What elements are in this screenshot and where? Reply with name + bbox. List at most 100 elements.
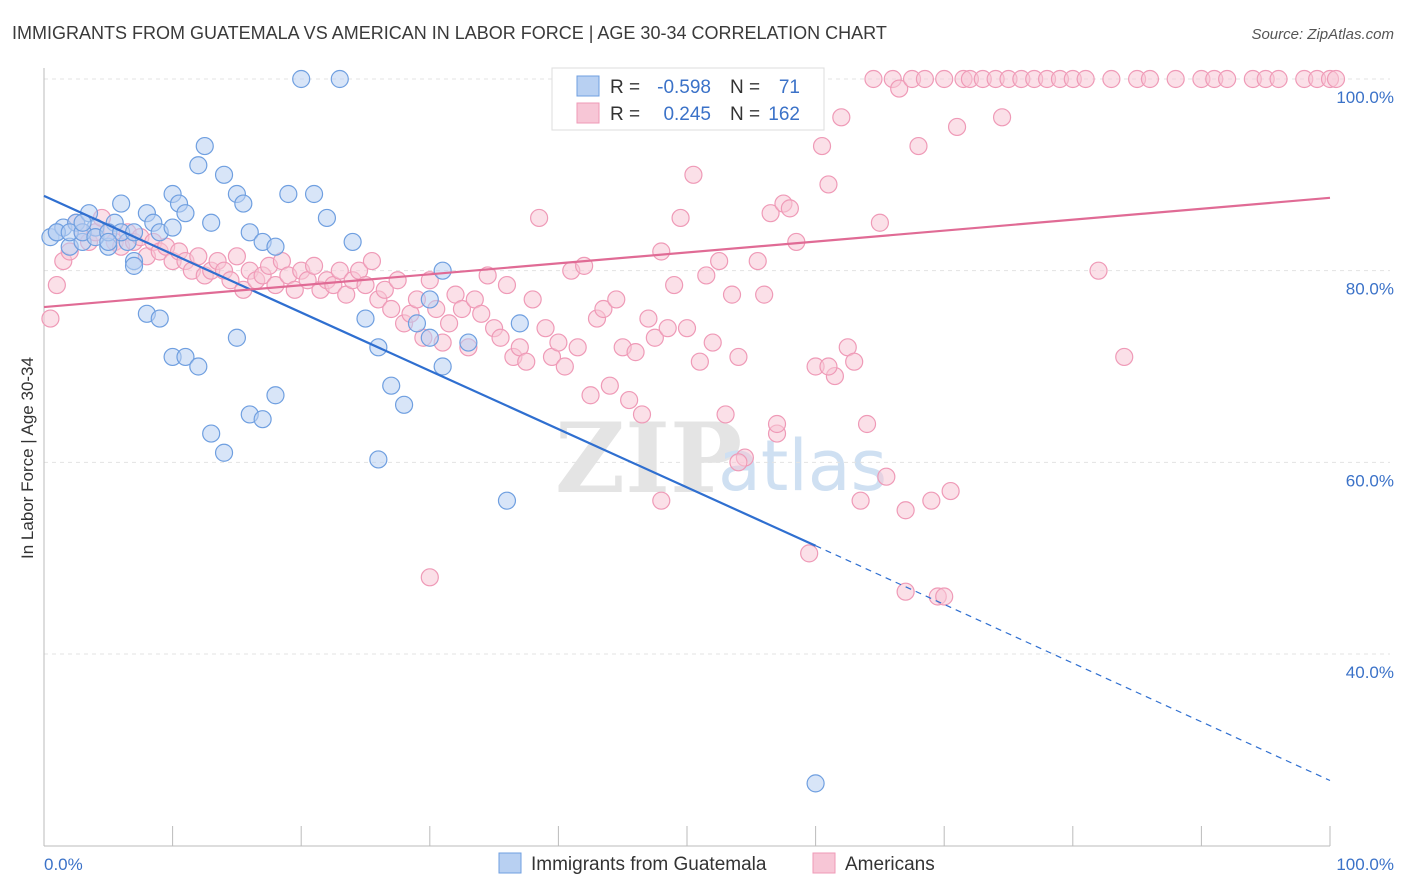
americans-trend-line bbox=[43, 196, 1331, 309]
americans-point bbox=[1218, 69, 1237, 89]
americans-point bbox=[671, 208, 690, 228]
americans-point bbox=[870, 213, 890, 232]
americans-point bbox=[594, 299, 613, 319]
americans-point bbox=[375, 280, 394, 299]
americans-point bbox=[800, 544, 819, 563]
americans-point bbox=[729, 347, 748, 367]
legend-r-value-americans: 0.245 bbox=[663, 104, 711, 125]
guatemala-point bbox=[195, 136, 214, 156]
americans-point bbox=[388, 271, 407, 290]
americans-point bbox=[896, 582, 915, 601]
americans-point bbox=[755, 285, 774, 304]
americans-point bbox=[555, 357, 574, 376]
americans-point bbox=[896, 501, 915, 520]
guatemala-point bbox=[343, 232, 362, 252]
americans-point bbox=[517, 352, 536, 371]
americans-point bbox=[652, 491, 671, 510]
americans-point bbox=[420, 271, 439, 290]
guatemala-point bbox=[202, 424, 221, 443]
americans-point bbox=[47, 275, 66, 295]
americans-point bbox=[626, 343, 645, 362]
guatemala-point bbox=[433, 357, 452, 376]
guatemala-point bbox=[234, 194, 253, 213]
guatemala-point bbox=[124, 256, 144, 275]
americans-point bbox=[832, 108, 851, 127]
series-legend-swatch-guatemala bbox=[498, 852, 522, 874]
guatemala-point bbox=[510, 314, 529, 333]
guatemala-point bbox=[279, 184, 298, 204]
americans-point bbox=[703, 333, 722, 352]
guatemala-point bbox=[240, 223, 259, 242]
americans-point bbox=[1102, 69, 1121, 89]
americans-point bbox=[697, 266, 716, 285]
americans-point bbox=[761, 204, 780, 223]
americans-point bbox=[890, 79, 909, 98]
americans-point bbox=[677, 319, 697, 338]
americans-point bbox=[382, 299, 401, 319]
legend-n-label-guatemala: N = bbox=[730, 77, 760, 98]
guatemala-point bbox=[214, 443, 234, 462]
legend-r-label-guatemala: R = bbox=[610, 77, 640, 98]
americans-point bbox=[41, 309, 60, 328]
y-tick-label: 80.0% bbox=[1346, 280, 1394, 299]
guatemala-point bbox=[266, 386, 285, 405]
americans-point bbox=[922, 491, 941, 510]
americans-point bbox=[266, 275, 285, 295]
legend-r-value-guatemala: -0.598 bbox=[657, 77, 711, 98]
americans-point bbox=[549, 333, 568, 352]
x-tick-label-max: 100.0% bbox=[1336, 855, 1394, 874]
americans-point bbox=[1076, 69, 1095, 89]
guatemala-point bbox=[202, 213, 221, 232]
guatemala-point bbox=[806, 774, 825, 793]
watermark-zip: ZIP bbox=[555, 402, 742, 515]
y-axis-label: In Labor Force | Age 30-34 bbox=[18, 357, 37, 559]
americans-point bbox=[620, 390, 639, 410]
americans-point bbox=[935, 69, 954, 89]
guatemala-point bbox=[292, 69, 311, 89]
guatemala-point bbox=[176, 204, 195, 223]
guatemala-point bbox=[304, 184, 324, 204]
legend-n-label-americans: N = bbox=[730, 104, 760, 125]
americans-point bbox=[935, 587, 954, 606]
americans-point bbox=[722, 285, 742, 304]
series-legend-swatch-americans bbox=[812, 852, 836, 874]
americans-point bbox=[439, 314, 459, 333]
americans-point bbox=[851, 491, 870, 510]
guatemala-point bbox=[317, 208, 337, 228]
americans-point bbox=[1115, 347, 1134, 367]
americans-point bbox=[857, 414, 877, 434]
americans-point bbox=[491, 328, 510, 347]
americans-point bbox=[227, 247, 246, 266]
guatemala-point bbox=[420, 328, 439, 347]
guatemala-point bbox=[163, 218, 182, 237]
guatemala-point bbox=[150, 309, 169, 328]
guatemala-trend-line bbox=[43, 194, 817, 547]
americans-point bbox=[581, 386, 600, 405]
americans-point bbox=[1326, 69, 1346, 89]
series-legend-label-americans: Americans bbox=[845, 854, 935, 875]
guatemala-point bbox=[394, 395, 414, 414]
americans-point bbox=[767, 414, 787, 434]
americans-point bbox=[819, 357, 838, 376]
guatemala-point bbox=[369, 450, 388, 469]
legend-r-label-americans: R = bbox=[610, 104, 640, 125]
americans-point bbox=[472, 304, 491, 323]
chart-title: IMMIGRANTS FROM GUATEMALA VS AMERICAN IN… bbox=[12, 23, 887, 43]
americans-point bbox=[729, 453, 748, 472]
guatemala-point bbox=[176, 347, 195, 367]
legend-swatch-guatemala bbox=[576, 75, 600, 97]
americans-point bbox=[478, 266, 497, 285]
americans-point bbox=[915, 69, 935, 89]
guatemala-point bbox=[356, 309, 375, 328]
americans-point bbox=[523, 290, 542, 309]
guatemala-point bbox=[266, 237, 285, 256]
americans-point bbox=[452, 299, 472, 319]
guatemala-point bbox=[214, 165, 234, 184]
legend-n-value-guatemala: 71 bbox=[779, 77, 800, 98]
americans-point bbox=[600, 376, 619, 395]
x-tick-label-min: 0.0% bbox=[44, 855, 83, 874]
chart-source: Source: ZipAtlas.com bbox=[1251, 26, 1394, 43]
y-tick-label: 40.0% bbox=[1346, 663, 1394, 682]
americans-point bbox=[710, 251, 729, 271]
americans-point bbox=[1269, 69, 1288, 89]
